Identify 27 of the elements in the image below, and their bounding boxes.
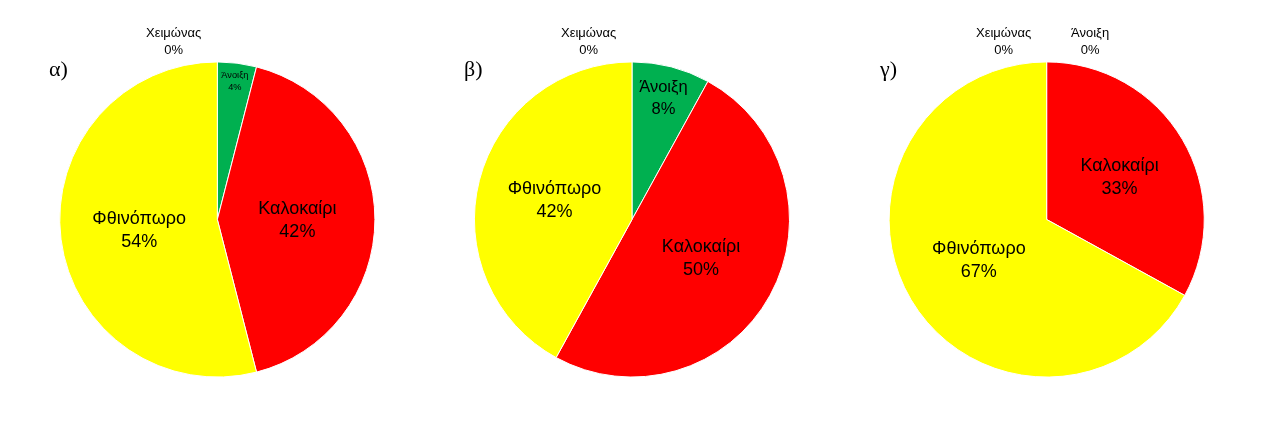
category-label: Χειμώνας: [976, 25, 1032, 40]
category-label: Χειμώνας: [561, 25, 617, 40]
chart-title: γ): [879, 56, 898, 81]
slice-label: Άνοιξη: [639, 77, 688, 97]
text: 0%: [994, 41, 1014, 57]
data-label: 67%: [960, 261, 997, 282]
data-label: 42%: [279, 221, 316, 242]
data-label: 4%: [228, 81, 242, 92]
text: 0%: [1080, 41, 1100, 57]
slice-label: Φθινόπωρο: [507, 177, 602, 198]
text: 0%: [164, 41, 184, 57]
data-label: 33%: [1101, 178, 1138, 199]
slice-label: Φθινόπωρο: [92, 207, 186, 228]
chart-title: α): [49, 56, 68, 81]
slice-label: Καλοκαίρι: [1080, 154, 1159, 175]
data-label: 42%: [536, 201, 573, 222]
category-label: Χειμώνας: [146, 25, 202, 40]
data-label: 50%: [683, 259, 720, 280]
slice-label: Άνοιξη: [221, 69, 249, 80]
data-label: 54%: [121, 231, 158, 252]
slice-label: Φθινόπωρο: [932, 237, 1026, 258]
category-label: Άνοιξη: [1071, 25, 1110, 40]
chart-title: β): [464, 56, 483, 81]
data-label: 8%: [651, 98, 676, 118]
slice-label: Καλοκαίρι: [258, 197, 337, 218]
slice-label: Καλοκαίρι: [661, 235, 741, 256]
text: 0%: [579, 41, 599, 57]
